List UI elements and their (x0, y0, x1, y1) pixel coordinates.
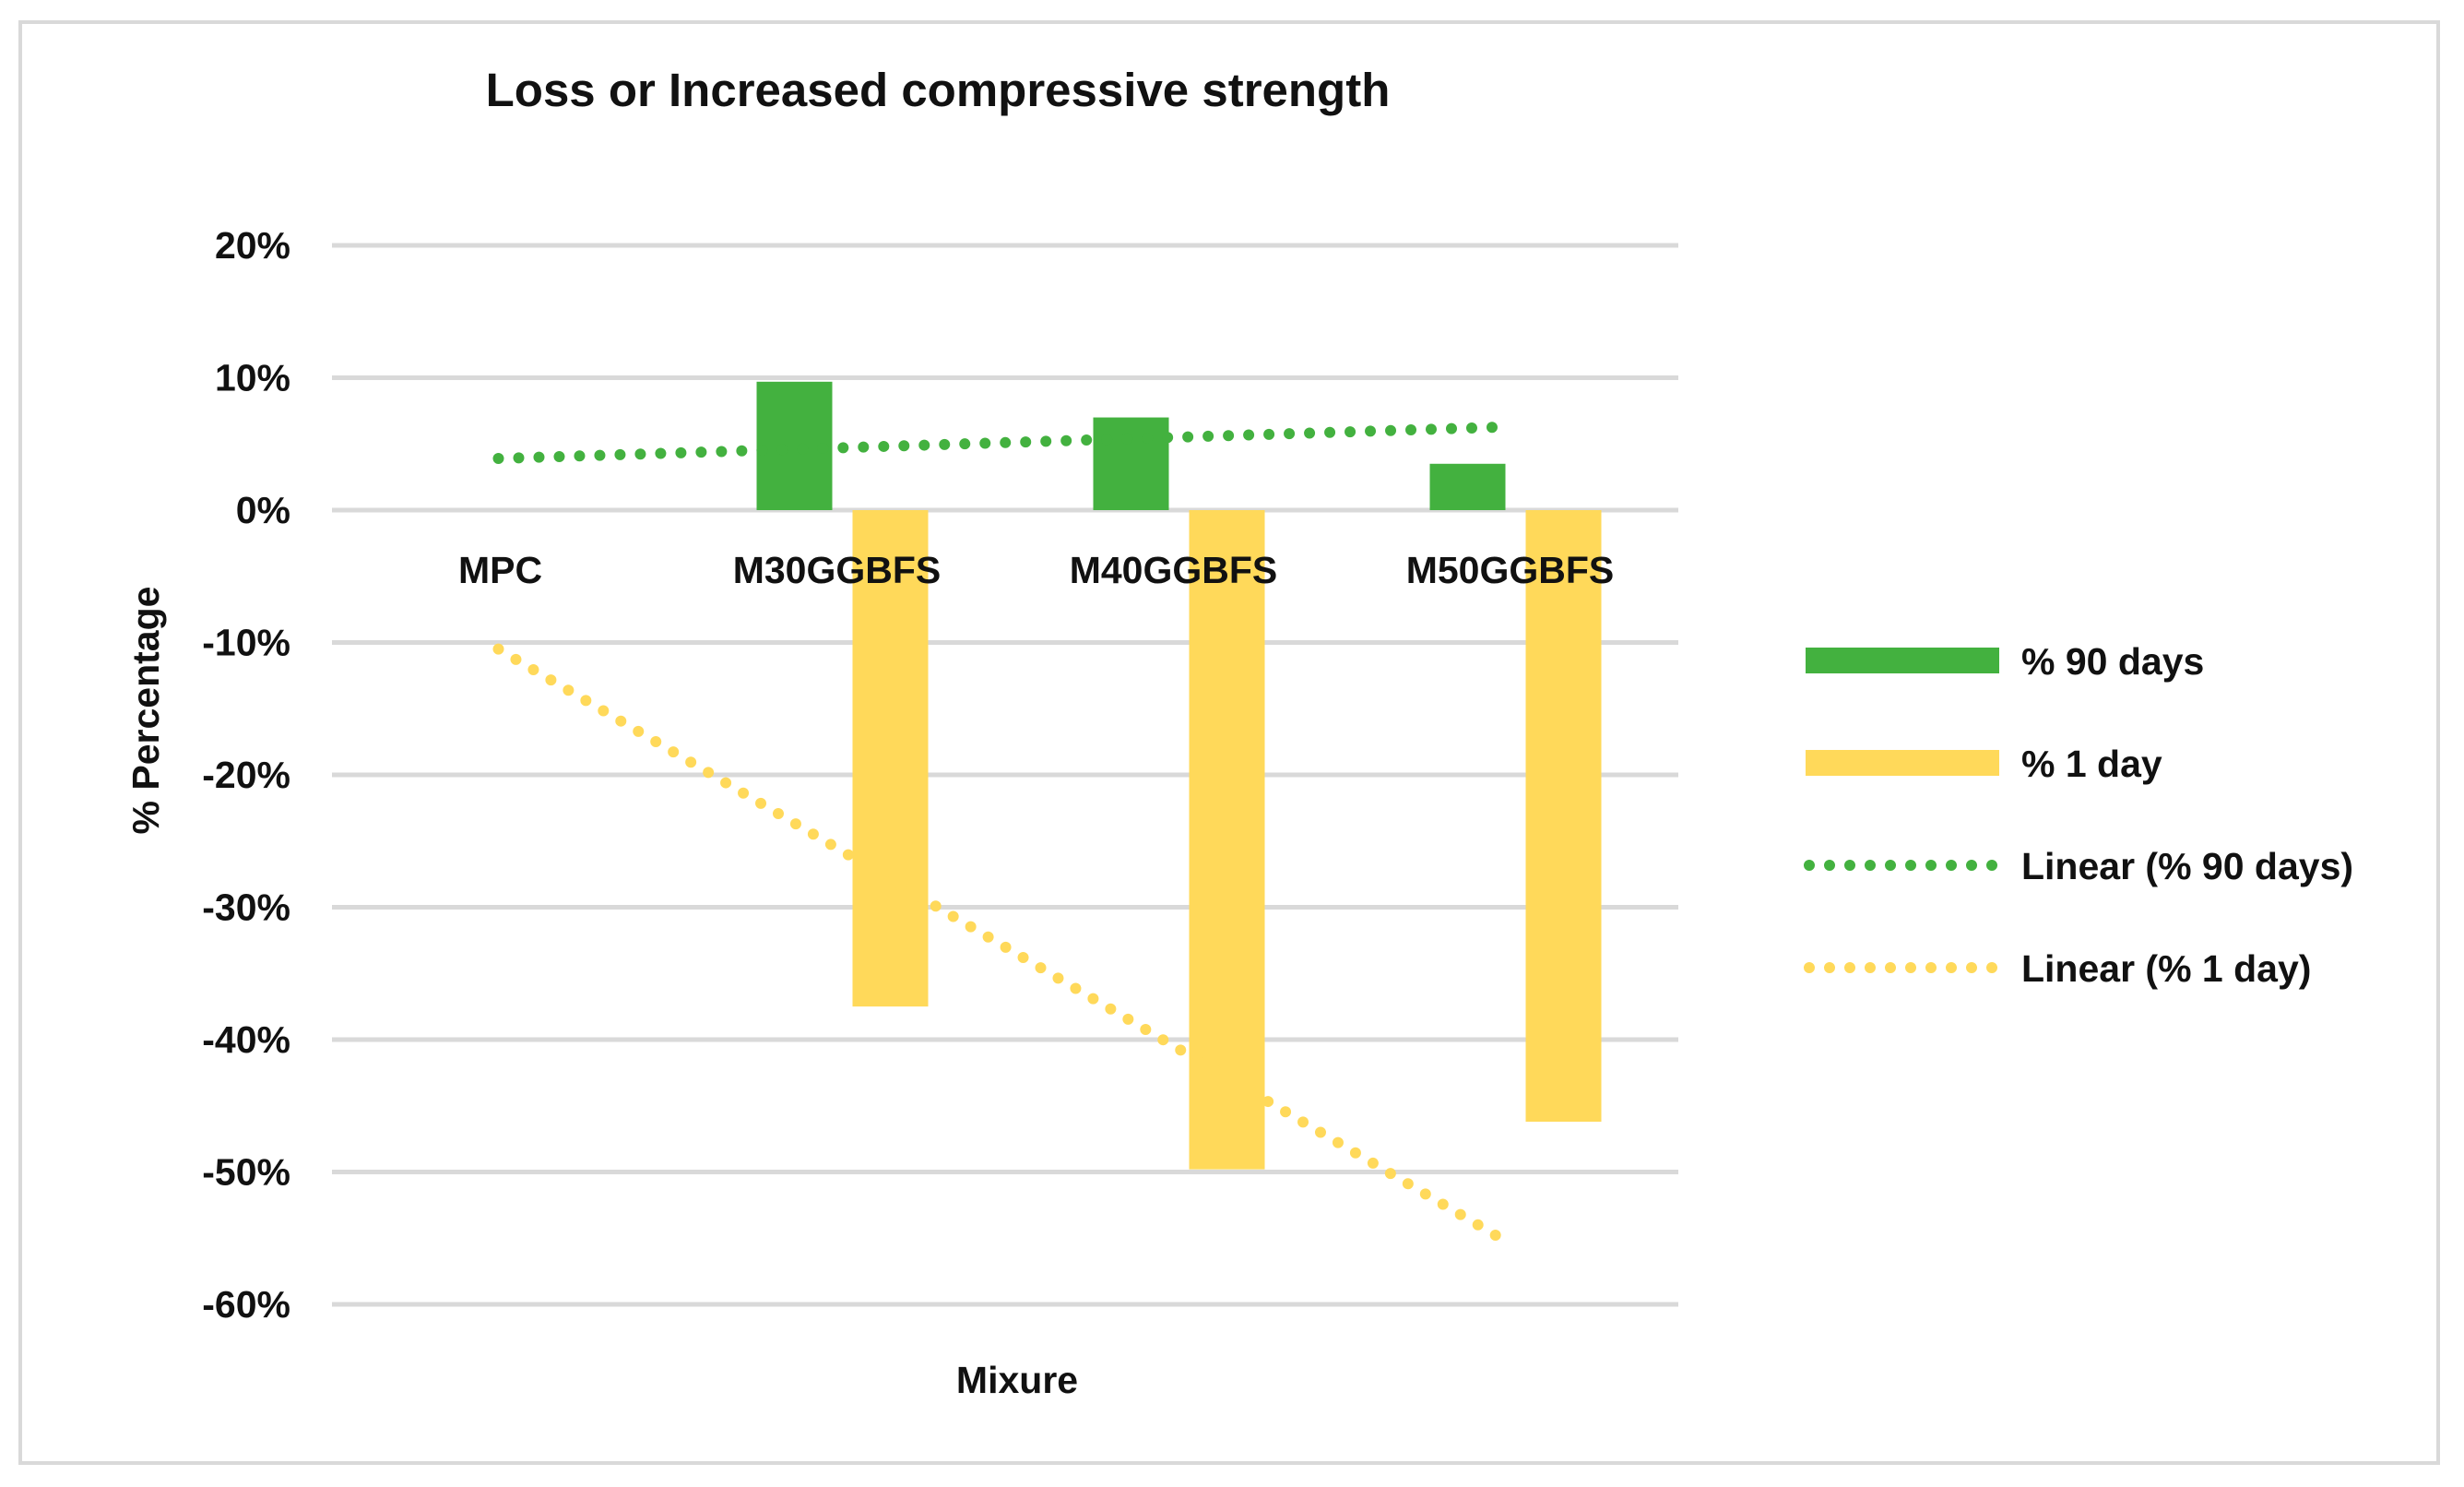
legend-label: % 90 days (2021, 640, 2204, 683)
y-tick-label: -60% (202, 1283, 290, 1326)
legend-item-1day: % 1 day (1806, 743, 2162, 785)
y-tick-label: 10% (215, 357, 290, 399)
legend-label: Linear (% 90 days) (2021, 845, 2353, 887)
y-tick-label: 0% (236, 489, 290, 531)
y-tick-label: -50% (202, 1151, 290, 1194)
legend-swatch (1806, 750, 1999, 776)
x-axis-title: Mixure (956, 1359, 1078, 1401)
legend-label: % 1 day (2021, 743, 2162, 785)
y-tick-label: -10% (202, 622, 290, 664)
legend-item-linear-90days: Linear (% 90 days) (1804, 845, 2353, 887)
legend: % 90 days % 1 day Linear (% 90 days) Linear… (1804, 640, 2353, 990)
bar-90days-m50ggbfs (1429, 463, 1506, 510)
bar-1day-m30ggbfs (852, 510, 929, 1007)
y-axis-ticks: 20% 10% 0% -10% -20% -30% -40% -50% -60% (202, 224, 290, 1326)
category-label: M30GGBFS (733, 549, 942, 591)
trendline-1day (492, 643, 1518, 1251)
chart-title: Loss or Increased compressive strength (486, 64, 1391, 116)
gridlines (332, 243, 1678, 1307)
y-tick-label: -30% (202, 886, 290, 929)
legend-swatch (1806, 648, 1999, 673)
category-label: M40GGBFS (1070, 549, 1278, 591)
category-label: MPC (458, 549, 542, 591)
y-tick-label: -20% (202, 754, 290, 796)
legend-label: Linear (% 1 day) (2021, 947, 2311, 990)
legend-item-linear-1day: Linear (% 1 day) (1804, 947, 2311, 990)
category-label: M50GGBFS (1406, 549, 1615, 591)
bar-90days-m40ggbfs (1093, 417, 1169, 510)
trendlines (492, 421, 1518, 1251)
category-labels: MPC M30GGBFS M40GGBFS M50GGBFS (458, 549, 1614, 591)
bar-1day-m50ggbfs (1525, 510, 1602, 1122)
y-tick-label: -40% (202, 1018, 290, 1061)
trendline-90days (492, 421, 1518, 465)
y-tick-label: 20% (215, 224, 290, 267)
y-axis-title: % Percentage (124, 587, 167, 835)
bar-1day-m40ggbfs (1189, 510, 1265, 1170)
legend-item-90days: % 90 days (1806, 640, 2204, 683)
